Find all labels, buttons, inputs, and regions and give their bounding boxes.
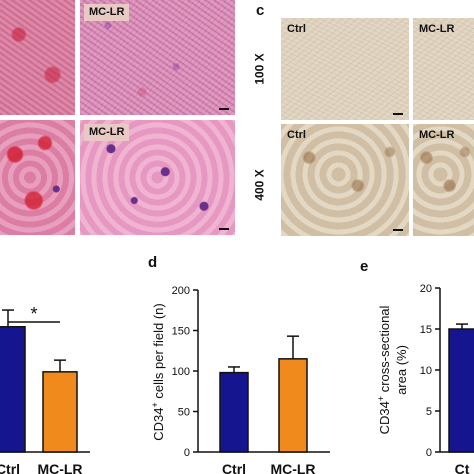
significance-star: * xyxy=(30,304,37,324)
he-mclr-100x-image: MC-LR xyxy=(80,0,235,115)
bar-ctrl xyxy=(448,328,474,453)
bar-mc-lr xyxy=(42,371,78,453)
he-mclr-400x-label: MC-LR xyxy=(84,124,130,141)
bar-ctrl xyxy=(219,371,249,453)
he-mclr-100x-label: MC-LR xyxy=(84,4,130,21)
ihc-ctrl-400x-label: Ctrl xyxy=(287,129,306,141)
y-tick-label: 100 xyxy=(172,366,190,378)
bar-mc-lr xyxy=(278,358,308,453)
ihc-mclr-100x-image: MC-LR xyxy=(413,18,474,120)
x-tick-label: Ctrl xyxy=(222,461,246,474)
x-tick-label: Ctrl xyxy=(0,461,20,474)
panel-letter-c: c xyxy=(256,2,265,19)
scale-bar xyxy=(393,113,403,115)
ihc-ctrl-100x-label: Ctrl xyxy=(287,23,306,35)
he-mclr-400x-image: MC-LR xyxy=(80,120,235,235)
y-tick-label: 0 xyxy=(426,447,432,459)
x-tick-label: MC-LR xyxy=(37,461,82,474)
ihc-ctrl-100x-image: Ctrl xyxy=(281,18,409,120)
chart-d-cd34-cells: 0 50 100 150 200 Ctrl MC-LR CD34+ cells per fie… xyxy=(150,285,330,474)
y-tick-label: 5 xyxy=(426,406,432,418)
scale-bar xyxy=(393,229,403,231)
ihc-ctrl-400x-image: Ctrl xyxy=(281,124,409,236)
y-tick-label: 15 xyxy=(420,324,432,336)
chart-left-partial: Ctrl MC-LR * xyxy=(0,304,90,474)
scale-bar xyxy=(219,228,229,230)
y-tick-label: 150 xyxy=(172,326,190,338)
bar-ctrl xyxy=(0,326,26,453)
y-axis-label-line1: CD34+ cross-sectional xyxy=(376,305,392,434)
chart-e-cd34-area: 0 5 10 15 20 Ct CD34+ cross-sectional area (%) xyxy=(376,283,474,474)
x-tick-label: Ct xyxy=(455,461,470,474)
y-tick-label: 50 xyxy=(178,407,190,419)
he-ctrl-400x-image xyxy=(0,120,75,235)
magnification-400x-label: 400 X xyxy=(252,169,267,201)
y-tick-label: 10 xyxy=(420,365,432,377)
he-ctrl-100x-image xyxy=(0,0,75,115)
ihc-mclr-400x-label: MC-LR xyxy=(419,129,455,141)
magnification-100x-label: 100 X xyxy=(252,53,267,85)
scale-bar xyxy=(219,108,229,110)
panel-letter-e: e xyxy=(360,258,369,275)
ihc-mclr-400x-image: MC-LR xyxy=(413,124,474,236)
x-tick-label: MC-LR xyxy=(270,461,315,474)
y-tick-label: 200 xyxy=(172,285,190,297)
y-tick-label: 20 xyxy=(420,283,432,295)
ihc-mclr-100x-label: MC-LR xyxy=(419,23,455,35)
y-tick-label: 0 xyxy=(184,447,190,459)
y-axis-label-line2: area (%) xyxy=(394,345,409,395)
y-axis-label: CD34+ cells per field (n) xyxy=(150,303,166,441)
panel-letter-d: d xyxy=(148,254,158,271)
